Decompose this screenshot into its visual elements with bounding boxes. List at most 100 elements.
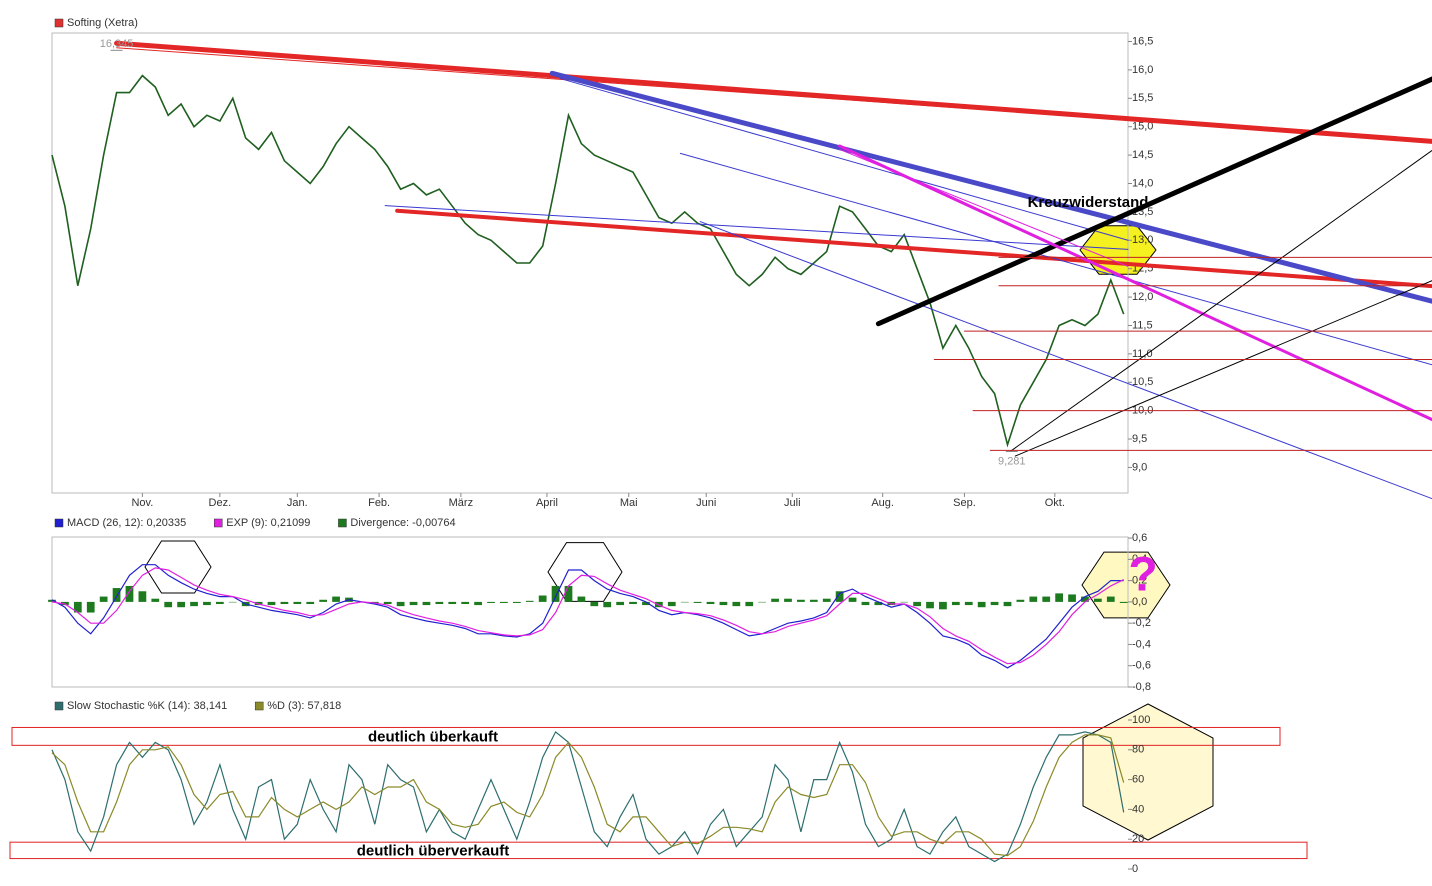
divergence-bar [1029,596,1038,602]
zone-label: deutlich überkauft [368,728,498,745]
trend-line [875,76,1432,327]
divergence-bar [693,601,702,603]
divergence-bar [525,600,534,602]
divergence-bar [861,601,870,606]
y-tick-label: 16,5 [1132,35,1153,47]
trend-line [838,144,1432,422]
x-tick-label: Feb. [368,497,390,509]
divergence-bar [797,599,805,602]
y-tick-label: 12,0 [1132,291,1153,303]
y-tick-label: 15,5 [1132,92,1153,104]
zone-label: deutlich überverkauft [357,842,510,859]
divergence-bar [900,601,909,603]
divergence-bar [319,599,328,602]
divergence-bar [784,598,792,602]
divergence-bar [590,601,599,607]
divergence-bar [448,601,457,605]
y-tick-label: 14,5 [1132,149,1153,161]
divergence-bar [538,595,547,602]
legend-label: Divergence: -0,00764 [350,517,455,529]
trend-line [549,70,1432,304]
y-tick-label: 10,5 [1132,376,1153,388]
y-tick-label: 40 [1132,803,1144,815]
trend-line [395,208,1432,289]
legend-label: %D (3): 57,818 [267,700,341,712]
y-tick-label: 14,0 [1132,177,1153,189]
divergence-bar [1042,596,1051,602]
divergence-bar [151,598,160,602]
y-tick-label: 9,0 [1132,461,1147,473]
divergence-bar [1016,599,1025,602]
divergence-bar [1055,593,1064,602]
legend-swatch [54,18,64,28]
divergence-bar [487,601,495,603]
divergence-bar [164,601,173,608]
divergence-bar [112,588,121,602]
divergence-bar [835,591,844,602]
divergence-bar [951,601,960,606]
trend-line [116,47,1129,121]
series-line [51,730,1125,863]
y-tick-label: -0,4 [1132,638,1151,650]
y-tick-label: 11,0 [1132,348,1153,360]
divergence-bar [977,601,986,608]
divergence-bar [848,597,857,602]
divergence-bar [616,601,625,606]
plot-frame [51,32,1129,494]
divergence-bar [771,598,779,602]
divergence-bar [215,601,224,605]
divergence-bar [939,601,947,610]
divergence-bar [990,601,999,606]
divergence-bar [332,596,340,602]
legend-swatch [254,701,264,711]
divergence-bar [1003,601,1012,607]
highlight-hexagon [1082,703,1214,841]
extreme-label: 16,345 [100,38,134,50]
trend-line [1009,149,1432,453]
divergence-bar [125,585,134,602]
plot-frame [51,536,1129,688]
legend-swatch [338,518,347,528]
y-tick-label: 20 [1132,833,1144,845]
divergence-bar [577,596,586,602]
divergence-bar [280,601,289,605]
trend-line [384,205,1129,250]
y-tick-label: 80 [1132,744,1144,756]
y-tick-label: 0,6 [1132,532,1147,544]
trend-line [114,40,1432,144]
y-tick-label: 13,0 [1132,234,1153,246]
divergence-bar [629,601,637,605]
divergence-bar [228,601,237,603]
divergence-bar [719,601,728,606]
x-tick-label: Nov. [131,497,153,509]
divergence-bar [745,601,754,607]
legend-label: MACD (26, 12): 0,20335 [67,517,186,529]
legend-swatch [213,518,223,528]
series-line [51,74,1125,448]
legend-swatch [54,518,64,528]
y-tick-label: 100 [1132,714,1150,726]
divergence-bar [500,601,508,603]
trend-line [699,221,1432,500]
legend-label: Softing (Xetra) [67,17,138,29]
x-tick-label: Sep. [953,497,976,509]
y-tick-label: 0,0 [1132,596,1147,608]
divergence-bar [177,601,185,608]
x-tick-label: März [449,497,473,509]
divergence-bar [293,601,302,605]
series-line [51,567,1124,665]
trend-line [679,152,1432,366]
trend-line [839,148,1129,267]
divergence-bar [461,601,470,605]
divergence-bar [809,599,818,602]
y-tick-label: 60 [1132,774,1144,786]
extreme-label: 9,281 [998,455,1026,467]
annotation: Kreuzwiderstand [1028,194,1149,211]
y-tick-label: -0,6 [1132,660,1151,672]
y-tick-label: 15,0 [1132,121,1153,133]
y-tick-label: 11,5 [1132,319,1153,331]
x-tick-label: Juli [784,497,801,509]
divergence-bar [48,599,56,602]
x-tick-label: Okt. [1045,497,1065,509]
